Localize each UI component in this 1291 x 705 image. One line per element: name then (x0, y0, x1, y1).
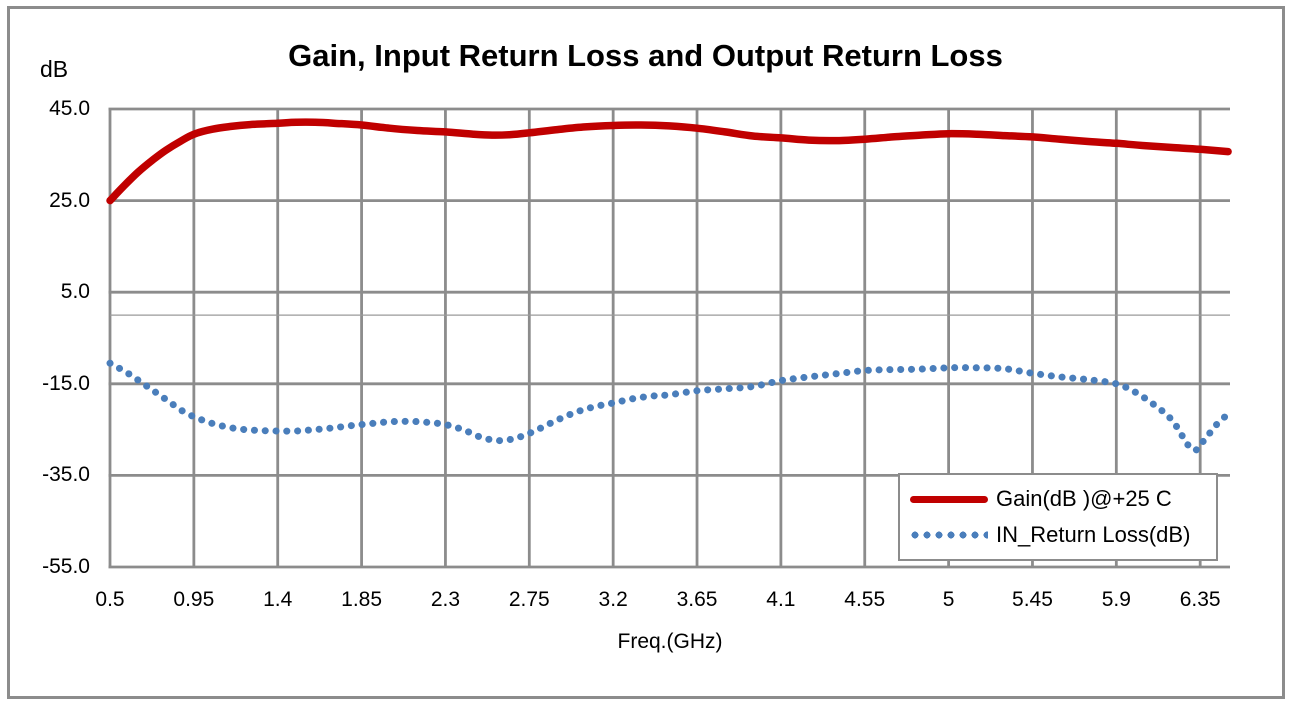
legend-entry-return-loss: IN_Return Loss(dB) (910, 519, 1210, 551)
gain-line-swatch (910, 495, 988, 503)
y-axis-unit-label: dB (40, 56, 69, 82)
legend: Gain(dB )@+25 C IN_Return Loss(dB) (898, 473, 1218, 561)
gain-curve (106, 118, 1232, 205)
return-loss-dots-swatch (910, 531, 988, 539)
in-return-loss-curve (106, 359, 1232, 454)
legend-label-return-loss: IN_Return Loss(dB) (996, 522, 1191, 547)
legend-label-gain: Gain(dB )@+25 C (996, 486, 1172, 511)
legend-entry-gain: Gain(dB )@+25 C (910, 483, 1210, 515)
x-axis-title: Freq.(GHz) (617, 630, 723, 653)
chart-title: Gain, Input Return Loss and Output Retur… (288, 38, 1003, 73)
